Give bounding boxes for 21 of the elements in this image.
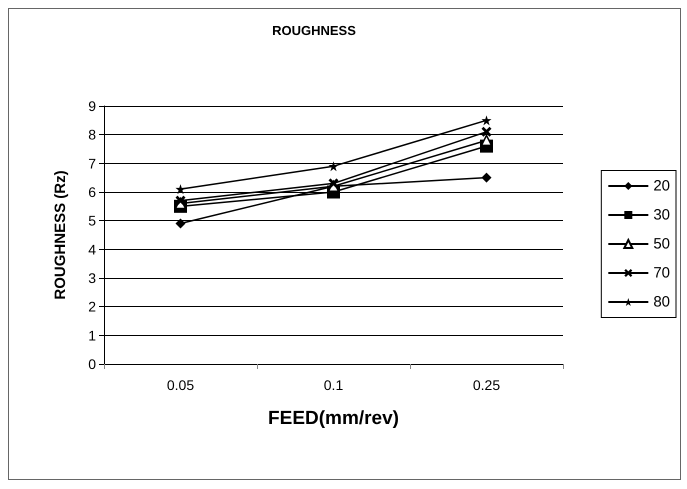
x-axis-title: FEED(mm/rev) (268, 408, 399, 429)
y-tick-label: 1 (88, 327, 96, 344)
x-tick-label: 0.25 (472, 377, 500, 393)
chart-title: ROUGHNESS (272, 23, 356, 38)
legend-label: 50 (653, 236, 670, 252)
legend-label: 30 (653, 206, 670, 224)
y-tick-label: 3 (88, 270, 96, 286)
y-tick-label: 7 (88, 155, 96, 172)
x-tick-label: 0.05 (166, 377, 194, 393)
legend-label: 80 (653, 294, 670, 310)
y-tick-label: 6 (88, 184, 96, 200)
y-tick-label: 5 (88, 212, 96, 229)
y-tick-label: 9 (88, 98, 96, 114)
legend-label: 70 (653, 264, 670, 282)
y-tick-label: 4 (88, 241, 96, 258)
legend-label: 20 (653, 178, 670, 194)
y-tick-label: 2 (88, 298, 96, 315)
y-tick-label: 8 (88, 126, 96, 143)
y-axis-title: ROUGHNESS (Rz) (52, 170, 69, 300)
y-tick-label: 0 (88, 356, 96, 372)
x-tick-label: 0.1 (324, 377, 344, 393)
